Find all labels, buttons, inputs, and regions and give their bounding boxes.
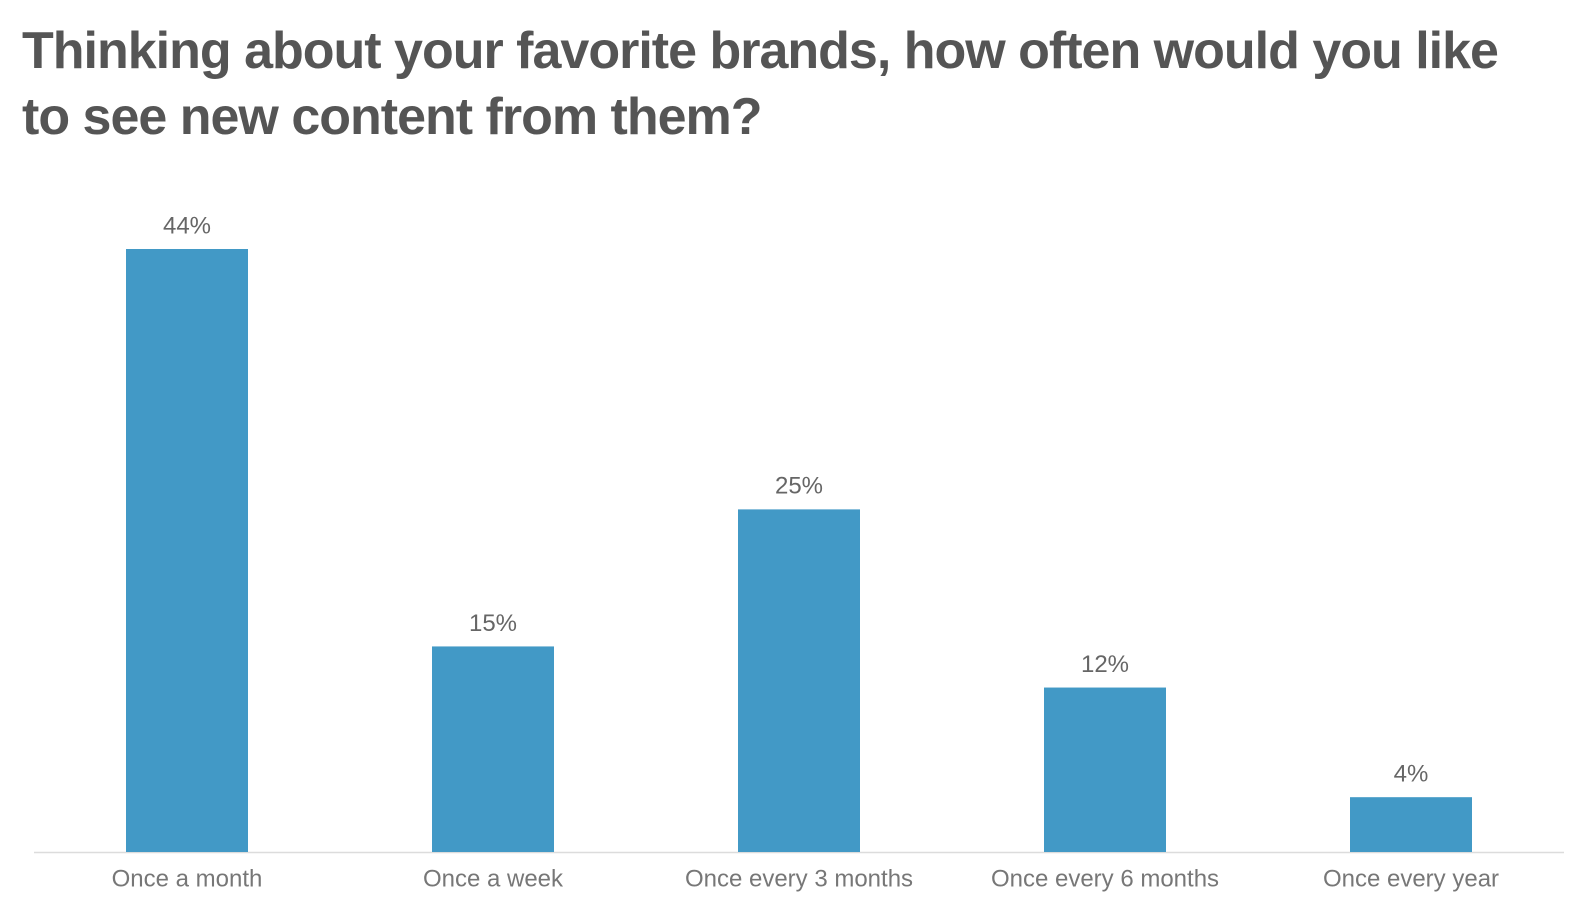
- x-tick-label: Once a week: [423, 865, 564, 892]
- x-tick-label: Once a month: [112, 865, 263, 892]
- value-label: 44%: [163, 212, 211, 239]
- value-label: 25%: [775, 473, 823, 500]
- bar: [1044, 687, 1166, 852]
- x-tick-label: Once every year: [1323, 865, 1499, 892]
- value-label: 12%: [1081, 651, 1129, 678]
- bar: [1350, 797, 1472, 852]
- value-label: 15%: [469, 610, 517, 637]
- bar: [738, 509, 860, 852]
- x-tick-label: Once every 3 months: [685, 865, 913, 892]
- value-label: 4%: [1394, 761, 1429, 788]
- bar: [432, 646, 554, 852]
- chart-title: Thinking about your favorite brands, how…: [22, 22, 1499, 146]
- bar: [126, 249, 248, 852]
- x-tick-label: Once every 6 months: [991, 865, 1219, 892]
